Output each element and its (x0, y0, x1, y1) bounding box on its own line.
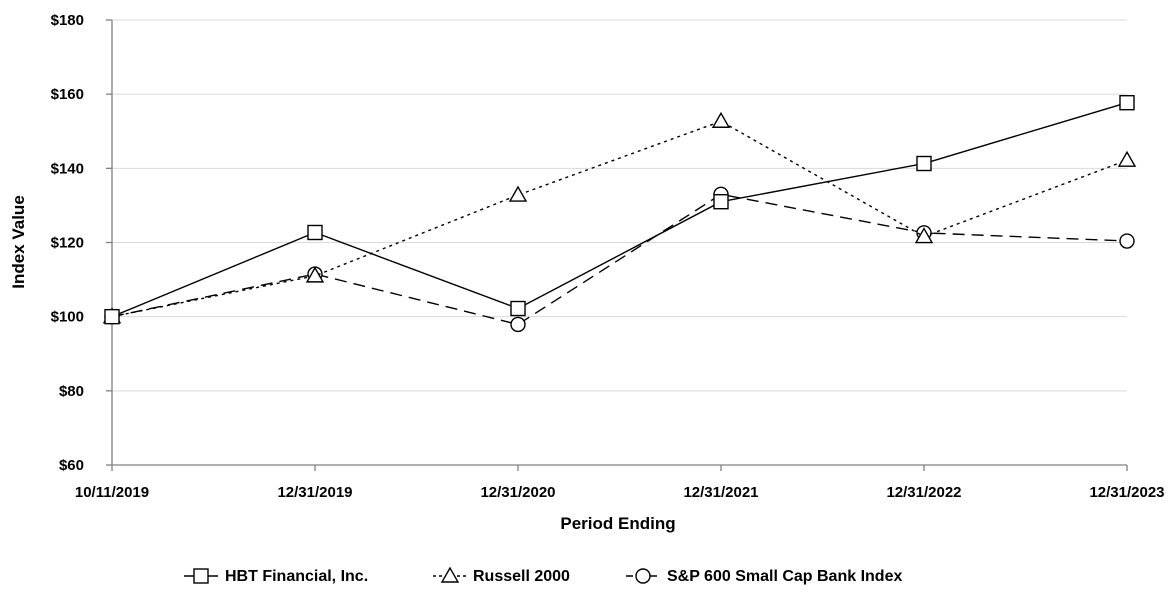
series-square (104, 94, 1135, 325)
data-point (510, 300, 526, 317)
x-tick-label: 12/31/2022 (886, 484, 961, 501)
legend-item: HBT Financial, Inc. (184, 568, 368, 585)
x-tick-label: 12/31/2023 (1089, 484, 1164, 501)
y-tick-label: $80 (59, 383, 84, 400)
series-triangle (102, 111, 1137, 324)
y-tick-label: $160 (51, 86, 84, 103)
data-point (510, 316, 526, 333)
legend-swatch-marker (440, 566, 460, 583)
series-circle (104, 186, 1135, 333)
data-point (1117, 150, 1137, 167)
y-axis-title: Index Value (9, 195, 28, 289)
legend-swatch-marker (635, 568, 651, 584)
series-layer (102, 94, 1137, 333)
gridlines (112, 19, 1127, 392)
legend-label: HBT Financial, Inc. (225, 568, 368, 585)
data-point (711, 111, 731, 128)
data-point (104, 308, 120, 325)
legend-label: Russell 2000 (473, 568, 570, 585)
x-tick-label: 12/31/2019 (277, 484, 352, 501)
data-point (508, 185, 528, 202)
x-tick-label: 12/31/2020 (480, 484, 555, 501)
data-point (914, 227, 934, 244)
legend-swatch-marker (193, 568, 209, 584)
data-point (916, 155, 932, 172)
legend-item: S&P 600 Small Cap Bank Index (626, 568, 902, 585)
x-tick-label: 10/11/2019 (75, 484, 149, 501)
legend-label: S&P 600 Small Cap Bank Index (667, 568, 902, 585)
y-tick-label: $100 (51, 309, 84, 326)
x-axis-title: Period Ending (560, 514, 675, 533)
series-line (111, 102, 1128, 318)
legend: HBT Financial, Inc. Russell 2000 S&P 600 S… (184, 566, 902, 585)
y-tick-label: $140 (51, 160, 84, 177)
x-tick-label: 12/31/2021 (683, 484, 758, 501)
y-tick-label: $60 (59, 457, 84, 474)
series-line (111, 193, 1128, 326)
legend-item: Russell 2000 (433, 566, 570, 585)
y-tick-label: $180 (51, 12, 84, 29)
data-point (1119, 233, 1135, 249)
x-axis-ticks: 10/11/2019 12/31/2019 12/31/2020 12/31/2021… (75, 484, 1165, 501)
axes (106, 19, 1128, 471)
y-tick-label: $120 (51, 235, 84, 252)
y-axis-ticks: $60 $80 $100 $120 $140 $160 $180 (51, 12, 84, 474)
data-point (305, 266, 325, 283)
series-line (111, 120, 1128, 318)
data-point (1119, 94, 1135, 111)
data-point (713, 194, 729, 210)
data-point (307, 224, 323, 241)
